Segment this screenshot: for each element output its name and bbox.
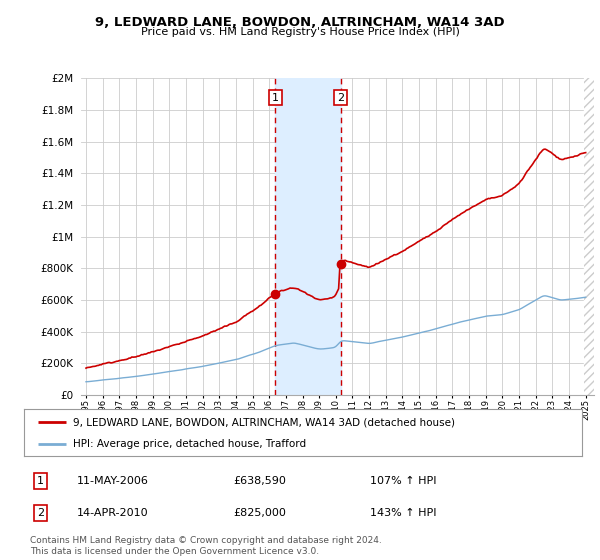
Text: £825,000: £825,000 (233, 508, 286, 518)
Text: 9, LEDWARD LANE, BOWDON, ALTRINCHAM, WA14 3AD: 9, LEDWARD LANE, BOWDON, ALTRINCHAM, WA1… (95, 16, 505, 29)
Text: HPI: Average price, detached house, Trafford: HPI: Average price, detached house, Traf… (73, 439, 306, 449)
Bar (584, 78, 594, 395)
Text: 2: 2 (37, 508, 44, 518)
Text: 1: 1 (37, 476, 44, 486)
Text: 143% ↑ HPI: 143% ↑ HPI (370, 508, 436, 518)
Text: 9, LEDWARD LANE, BOWDON, ALTRINCHAM, WA14 3AD (detached house): 9, LEDWARD LANE, BOWDON, ALTRINCHAM, WA1… (73, 417, 455, 427)
Text: 14-APR-2010: 14-APR-2010 (77, 508, 149, 518)
Text: 11-MAY-2006: 11-MAY-2006 (77, 476, 149, 486)
Text: 107% ↑ HPI: 107% ↑ HPI (370, 476, 436, 486)
Text: Contains HM Land Registry data © Crown copyright and database right 2024.
This d: Contains HM Land Registry data © Crown c… (30, 536, 382, 556)
Bar (584, 78, 594, 395)
Bar (275, 78, 341, 395)
Text: 2: 2 (337, 92, 344, 102)
Text: 1: 1 (272, 92, 279, 102)
Text: £638,590: £638,590 (233, 476, 286, 486)
Text: Price paid vs. HM Land Registry's House Price Index (HPI): Price paid vs. HM Land Registry's House … (140, 27, 460, 37)
